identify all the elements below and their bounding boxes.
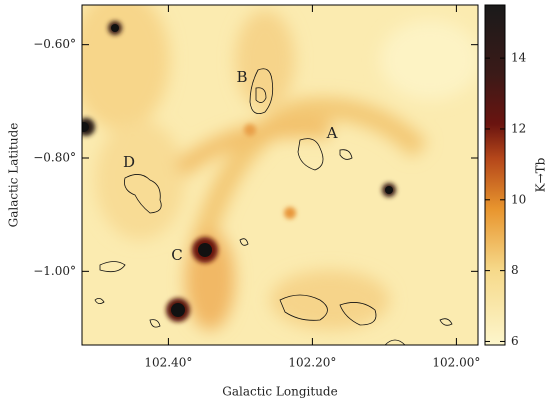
y-tick-label: −0.80° <box>33 151 76 165</box>
source-label: C <box>171 246 182 264</box>
y-tick-label: −0.60° <box>33 37 76 51</box>
y-axis-label: Galactic Latitude <box>7 123 21 228</box>
x-tick-label: 102.40° <box>144 356 192 370</box>
colorbar-tick-label: 8 <box>511 263 519 277</box>
x-tick-label: 102.00° <box>432 356 480 370</box>
x-tick-label: 102.20° <box>288 356 336 370</box>
source-label: A <box>326 124 338 142</box>
colorbar-tick-label: 12 <box>511 121 526 135</box>
colorbar-tick-label: 14 <box>511 51 527 65</box>
sky-image <box>70 0 480 345</box>
colorbar-label: K→Tb <box>534 157 548 192</box>
source-label: B <box>236 68 247 86</box>
source-label: D <box>123 153 135 171</box>
x-axis-label: Galactic Longitude <box>222 385 337 399</box>
colorbar-tick-label: 10 <box>511 192 526 206</box>
y-tick-label: −1.00° <box>33 264 76 278</box>
colorbar-tick-label: 6 <box>511 334 519 348</box>
colorbar <box>485 5 505 345</box>
chart: Galactic Latitude Galactic Longitude K→T… <box>0 0 556 403</box>
